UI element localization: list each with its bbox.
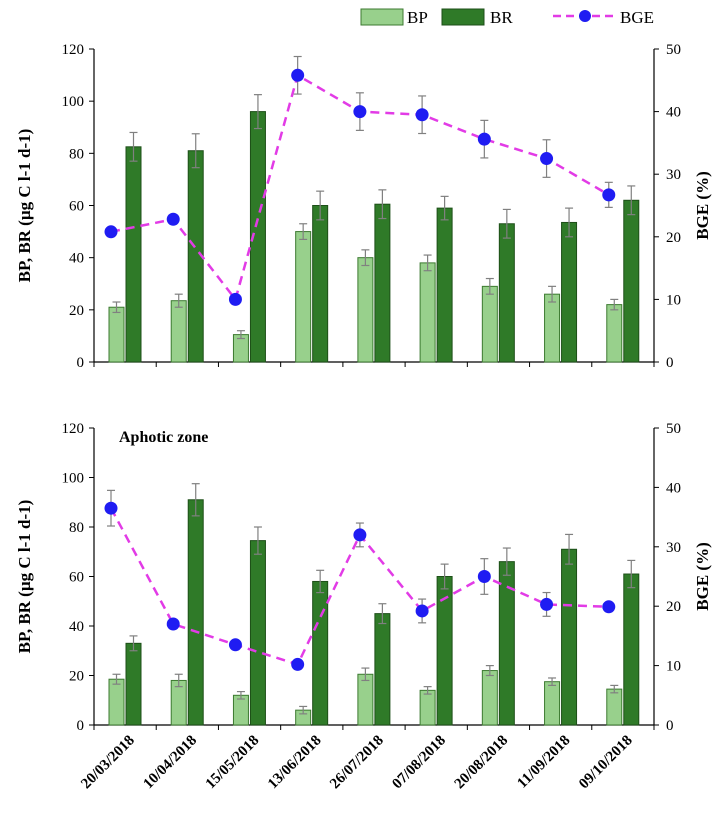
left-tick-label: 40 — [69, 619, 84, 635]
left-tick-label: 60 — [69, 199, 84, 215]
bge-point — [602, 188, 616, 202]
right-tick-label: 0 — [666, 718, 674, 734]
legend-bp-label: BP — [407, 8, 428, 27]
bge-point — [540, 152, 554, 166]
legend-bge-marker — [579, 10, 591, 22]
bp-bar — [108, 306, 125, 363]
left-tick-label: 20 — [69, 669, 84, 685]
right-tick-label: 30 — [666, 540, 681, 556]
bge-point — [477, 132, 491, 146]
legend: BP BR BGE — [360, 8, 654, 27]
right-axis-title: BGE (%) — [693, 171, 712, 239]
br-bar — [561, 221, 578, 363]
bge-point — [166, 617, 180, 631]
br-bar — [436, 207, 453, 363]
bp-bar — [419, 262, 436, 363]
legend-br-swatch — [441, 8, 485, 26]
bp-bar — [606, 688, 623, 726]
bge-point — [353, 528, 367, 542]
bge-point — [166, 212, 180, 226]
br-bar — [374, 613, 391, 726]
x-category-label: 07/08/2018 — [389, 733, 449, 793]
right-tick-label: 50 — [666, 42, 681, 58]
left-tick-label: 0 — [77, 355, 85, 371]
x-category-label: 20/08/2018 — [452, 733, 512, 793]
x-category-label: 09/10/2018 — [576, 733, 636, 793]
bge-point — [353, 105, 367, 119]
bge-point — [291, 657, 305, 671]
bge-point — [415, 604, 429, 618]
bp-bar — [606, 304, 623, 363]
left-tick-label: 80 — [69, 146, 84, 162]
bge-point — [104, 225, 118, 239]
br-bar — [374, 203, 391, 363]
bge-point — [415, 108, 429, 122]
right-tick-label: 50 — [666, 421, 681, 437]
left-tick-label: 100 — [62, 471, 85, 487]
bp-bar — [544, 293, 561, 363]
br-bar — [125, 146, 142, 363]
left-tick-label: 20 — [69, 303, 84, 319]
bp-bar — [170, 300, 187, 363]
right-axis-title: BGE (%) — [693, 542, 712, 610]
bge-point — [228, 292, 242, 306]
left-tick-label: 0 — [77, 718, 85, 734]
br-bar — [187, 499, 204, 726]
right-tick-label: 10 — [666, 292, 681, 308]
br-bar — [312, 205, 329, 363]
x-category-label: 11/09/2018 — [514, 733, 573, 792]
br-bar — [249, 540, 266, 726]
br-bar — [623, 199, 640, 363]
bge-point — [104, 501, 118, 515]
right-tick-label: 0 — [666, 355, 674, 371]
bge-point — [477, 570, 491, 583]
right-tick-label: 40 — [666, 105, 681, 121]
bp-bar — [357, 673, 374, 726]
x-category-label: 20/03/2018 — [78, 733, 138, 793]
left-tick-label: 100 — [62, 94, 85, 110]
left-tick-label: 60 — [69, 570, 84, 586]
bp-bar — [108, 678, 125, 726]
aphotic-zone-panel: 0 20 40 60 80 100 120 0 10 20 30 40 50 BP, BR (µg C l… — [15, 421, 712, 792]
bge-point — [291, 68, 305, 82]
right-tick-label: 20 — [666, 599, 681, 615]
legend-bp-swatch — [360, 8, 404, 26]
br-bar — [561, 548, 578, 726]
left-tick-label: 120 — [62, 42, 85, 58]
right-tick-label: 20 — [666, 230, 681, 246]
x-category-label: 15/05/2018 — [203, 733, 263, 793]
bp-bar — [232, 694, 249, 726]
x-category-label: 13/06/2018 — [265, 733, 325, 793]
bp-bar — [295, 231, 312, 363]
br-bar — [312, 580, 329, 726]
br-bar — [623, 573, 640, 726]
x-category-label: 26/07/2018 — [327, 733, 387, 793]
br-bar — [125, 642, 142, 726]
legend-br-label: BR — [490, 8, 513, 27]
bge-point — [602, 600, 616, 614]
bp-bar — [357, 257, 374, 363]
panel-label: Aphotic zone — [119, 429, 208, 446]
left-tick-label: 40 — [69, 251, 84, 267]
bp-bar — [544, 681, 561, 726]
bge-point — [228, 638, 242, 652]
bge-point — [540, 597, 554, 611]
bp-bar — [481, 285, 498, 363]
bp-bar — [419, 689, 436, 726]
x-category-label: 10/04/2018 — [141, 733, 201, 793]
right-tick-label: 10 — [666, 659, 681, 675]
br-bar — [498, 561, 515, 726]
top-panel: 0 20 40 60 80 100 120 0 10 20 30 40 50 BP, BR (µg C l… — [15, 42, 712, 371]
legend-bge-label: BGE — [620, 8, 654, 27]
left-tick-label: 120 — [62, 421, 85, 437]
br-bar — [498, 223, 515, 363]
right-tick-label: 40 — [666, 480, 681, 496]
left-tick-label: 80 — [69, 520, 84, 536]
bp-bar — [481, 670, 498, 726]
left-axis-title: BP, BR (µg C l-1 d-1) — [15, 500, 34, 654]
right-tick-label: 30 — [666, 167, 681, 183]
left-axis-title: BP, BR (µg C l-1 d-1) — [15, 129, 34, 283]
